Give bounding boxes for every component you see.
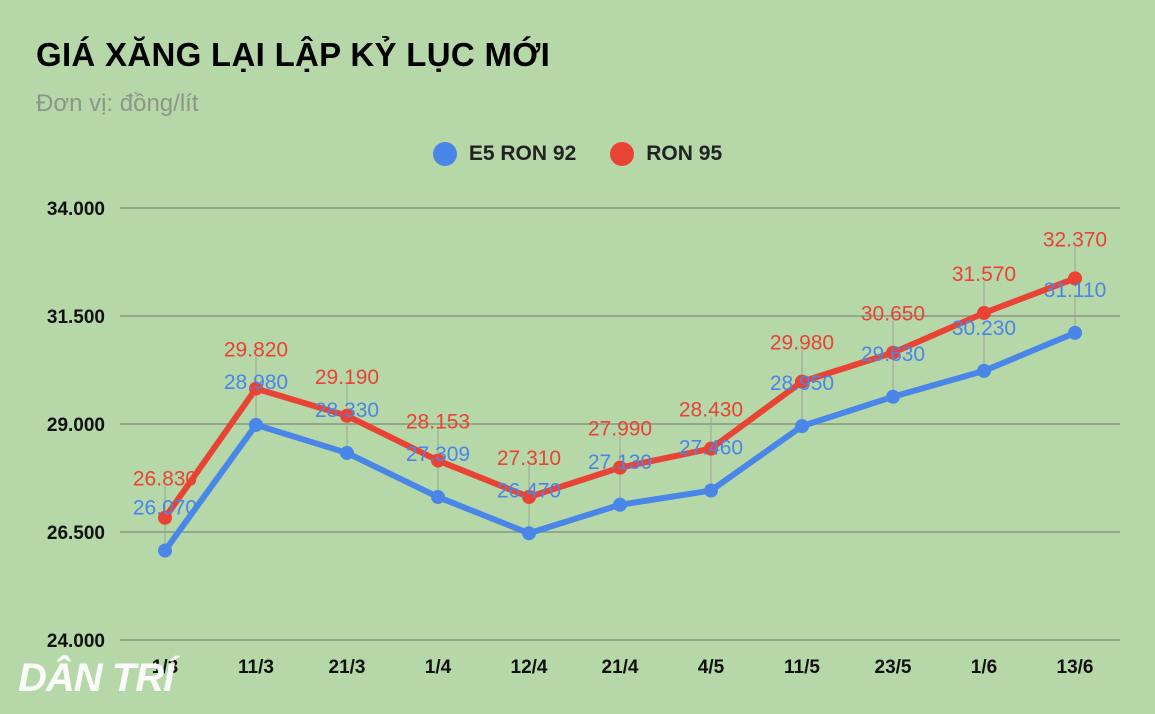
data-point bbox=[977, 305, 991, 320]
data-label: 29.190 bbox=[315, 366, 379, 389]
y-tick-label: 24.000 bbox=[47, 631, 105, 652]
x-tick-label: 21/3 bbox=[329, 657, 366, 678]
legend-ron95-marker bbox=[610, 142, 635, 166]
legend-e5-marker bbox=[432, 142, 457, 166]
data-label: 27.130 bbox=[588, 451, 652, 474]
y-tick-label: 34.000 bbox=[47, 199, 105, 220]
legend-e5-label: E5 RON 92 bbox=[468, 142, 577, 165]
data-label: 28.950 bbox=[770, 372, 834, 395]
data-point bbox=[158, 510, 172, 525]
data-label: 28.153 bbox=[406, 411, 470, 434]
data-label: 27.990 bbox=[588, 418, 652, 441]
x-tick-label: 21/4 bbox=[602, 657, 639, 678]
data-point bbox=[158, 543, 172, 558]
x-tick-label: 12/4 bbox=[511, 657, 548, 678]
y-tick-label: 26.500 bbox=[47, 523, 105, 544]
x-tick-label: 1/6 bbox=[971, 657, 997, 678]
data-point bbox=[1068, 325, 1082, 340]
data-label: 28.330 bbox=[315, 399, 379, 422]
data-point bbox=[704, 483, 718, 498]
data-point bbox=[340, 445, 354, 460]
legend: E5 RON 92 RON 95 bbox=[0, 142, 1155, 166]
data-label: 29.980 bbox=[770, 332, 834, 355]
data-label: 27.310 bbox=[497, 447, 561, 470]
y-tick-label: 31.500 bbox=[47, 307, 105, 328]
x-tick-label: 1/3 bbox=[152, 657, 178, 678]
x-tick-label: 13/6 bbox=[1057, 657, 1094, 678]
data-point bbox=[704, 441, 718, 456]
x-tick-label: 4/5 bbox=[698, 657, 725, 678]
legend-item-ron95: RON 95 bbox=[610, 142, 722, 166]
data-point bbox=[613, 497, 627, 512]
data-point bbox=[522, 490, 536, 505]
data-label: 30.650 bbox=[861, 303, 925, 326]
data-point bbox=[886, 389, 900, 404]
data-point bbox=[613, 460, 627, 475]
data-label: 31.570 bbox=[952, 263, 1016, 286]
data-point bbox=[795, 419, 809, 434]
data-label: 32.370 bbox=[1043, 228, 1107, 251]
x-tick-label: 11/5 bbox=[784, 657, 820, 678]
data-label: 30.230 bbox=[952, 317, 1016, 340]
data-label: 29.820 bbox=[224, 339, 288, 362]
x-tick-label: 1/4 bbox=[425, 657, 452, 678]
watermark-logo: DÂN TRÍ bbox=[18, 656, 174, 700]
data-point bbox=[886, 345, 900, 360]
data-label: 31.110 bbox=[1044, 279, 1107, 302]
chart-title: GIÁ XĂNG LẠI LẬP KỶ LỤC MỚI bbox=[36, 36, 551, 73]
data-label: 28.430 bbox=[679, 399, 743, 422]
data-point bbox=[249, 417, 263, 432]
data-point bbox=[977, 363, 991, 378]
data-label: 29.630 bbox=[861, 343, 925, 366]
legend-item-e5: E5 RON 92 bbox=[432, 142, 577, 166]
y-tick-label: 29.000 bbox=[47, 415, 105, 436]
data-label: 26.830 bbox=[133, 468, 197, 491]
data-point bbox=[1068, 271, 1082, 286]
data-label: 26.070 bbox=[133, 497, 197, 520]
data-label: 27.309 bbox=[406, 443, 470, 466]
data-point bbox=[431, 453, 445, 468]
data-point bbox=[795, 374, 809, 389]
chart-subtitle: Đơn vị: đồng/lít bbox=[36, 90, 199, 117]
data-point bbox=[340, 408, 354, 423]
data-label: 27.460 bbox=[679, 437, 743, 460]
x-tick-label: 11/3 bbox=[238, 657, 274, 678]
x-tick-label: 23/5 bbox=[875, 657, 912, 678]
data-point bbox=[522, 526, 536, 541]
data-label: 28.980 bbox=[224, 371, 288, 394]
data-label: 26.470 bbox=[497, 479, 561, 502]
data-point bbox=[431, 490, 445, 505]
legend-ron95-label: RON 95 bbox=[646, 142, 723, 165]
data-point bbox=[249, 381, 263, 396]
